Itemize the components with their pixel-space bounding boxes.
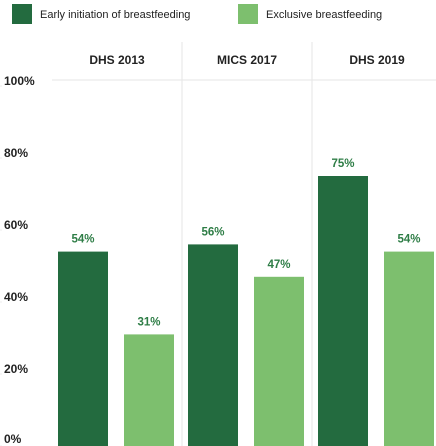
value-label: 56% xyxy=(201,226,224,238)
bar xyxy=(254,276,304,446)
legend-swatch xyxy=(238,4,258,24)
category-label: DHS 2013 xyxy=(89,53,145,67)
value-label: 31% xyxy=(137,316,160,328)
legend-label: Exclusive breastfeeding xyxy=(266,9,382,21)
value-label: 47% xyxy=(267,259,290,271)
bar xyxy=(58,251,108,446)
bar xyxy=(188,244,238,446)
y-tick-label: 100% xyxy=(4,74,35,88)
y-tick-label: 40% xyxy=(4,290,28,304)
value-label: 54% xyxy=(397,234,420,246)
bar xyxy=(318,176,368,446)
legend-swatch xyxy=(12,4,32,24)
value-label: 75% xyxy=(331,158,354,170)
bar xyxy=(124,334,174,446)
y-tick-label: 80% xyxy=(4,146,28,160)
bar xyxy=(384,251,434,446)
value-label: 54% xyxy=(71,234,94,246)
y-tick-label: 20% xyxy=(4,362,28,376)
category-label: DHS 2019 xyxy=(349,53,405,67)
category-label: MICS 2017 xyxy=(217,53,277,67)
y-tick-label: 60% xyxy=(4,218,28,232)
y-tick-label: 0% xyxy=(4,432,22,446)
legend-label: Early initiation of breastfeeding xyxy=(40,9,190,21)
